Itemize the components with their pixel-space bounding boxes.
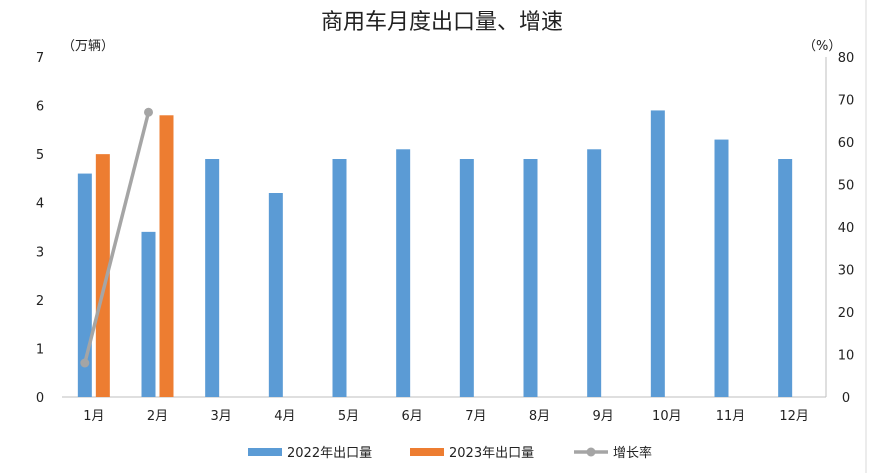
x-tick-label: 3月 [211, 409, 232, 424]
legend: 2022年出口量 2023年出口量 增长率 [248, 445, 652, 461]
left-tick-label: 4 [36, 197, 44, 212]
bar [77, 173, 92, 397]
growth-line-path [83, 111, 151, 364]
bar [95, 154, 110, 397]
right-tick-label: 50 [838, 179, 855, 194]
x-tick-label: 2月 [147, 409, 168, 424]
left-tick-label: 7 [36, 51, 44, 66]
left-tick-label: 0 [36, 391, 44, 406]
left-tick-label: 1 [36, 342, 44, 357]
legend-label: 2022年出口量 [287, 446, 372, 461]
bar [159, 115, 174, 398]
left-tick-label: 6 [36, 100, 44, 115]
right-tick-label: 20 [838, 306, 855, 321]
growth-point [144, 107, 153, 117]
x-tick-label: 11月 [716, 409, 746, 424]
x-tick-label: 12月 [779, 409, 809, 424]
left-tick-label: 3 [36, 245, 44, 260]
bar [587, 149, 602, 397]
left-axis-unit: （万辆） [62, 39, 114, 54]
x-tick-label: 7月 [465, 409, 486, 424]
right-tick-label: 0 [842, 391, 850, 406]
legend-swatch [410, 448, 444, 456]
right-tick-label: 30 [838, 264, 855, 279]
x-tick-label: 9月 [593, 409, 614, 424]
legend-label: 增长率 [613, 445, 652, 461]
left-tick-label: 2 [36, 294, 44, 309]
right-tick-label: 70 [838, 94, 855, 109]
axes [62, 0, 867, 473]
bar [332, 159, 347, 397]
right-tick-label: 10 [838, 349, 855, 364]
right-tick-label: 40 [838, 221, 855, 236]
right-axis-unit: （%） [803, 39, 841, 54]
bar [714, 139, 729, 398]
bar [778, 159, 793, 397]
bar [396, 149, 411, 397]
bar [459, 159, 474, 397]
bars [77, 110, 793, 398]
bar [268, 193, 283, 397]
legend-marker [586, 447, 596, 457]
bar [650, 110, 665, 397]
growth-point [80, 358, 90, 368]
legend-swatch [248, 448, 282, 456]
chart-title: 商用车月度出口量、增速 [321, 10, 563, 35]
right-tick-label: 80 [838, 51, 855, 66]
x-tick-label: 1月 [83, 409, 104, 424]
x-tick-label: 4月 [274, 409, 295, 424]
growth-line [80, 107, 153, 368]
bar [141, 231, 156, 397]
x-tick-label: 5月 [338, 409, 359, 424]
right-tick-label: 60 [838, 136, 855, 151]
bar [205, 159, 220, 397]
bar [523, 159, 538, 397]
legend-label: 2023年出口量 [449, 446, 534, 461]
left-tick-label: 5 [36, 148, 44, 163]
x-tick-label: 10月 [652, 409, 682, 424]
x-tick-label: 8月 [529, 409, 550, 424]
x-tick-label: 6月 [402, 409, 423, 424]
